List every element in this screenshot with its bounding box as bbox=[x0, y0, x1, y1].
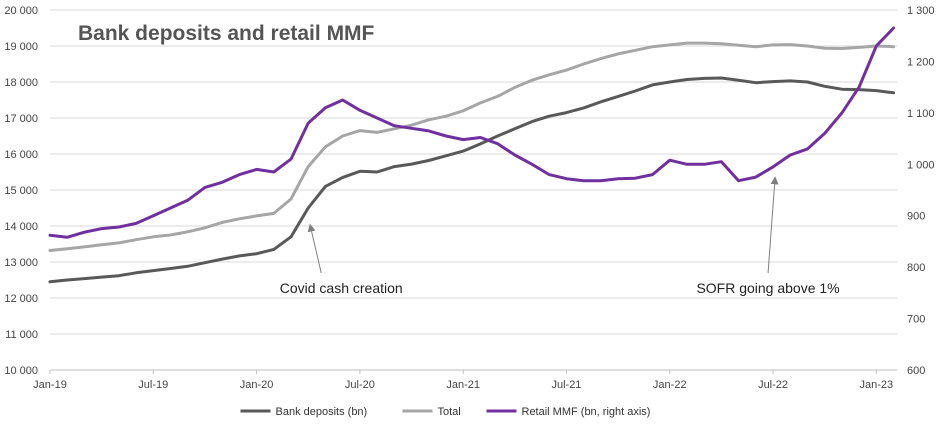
series-line-total bbox=[48, 41, 896, 252]
legend-label-bank-deposits-bn: Bank deposits (bn) bbox=[276, 406, 368, 418]
annotations: Covid cash creation SOFR going above 1% bbox=[280, 176, 840, 296]
y-left-tick-label: 19 000 bbox=[4, 41, 38, 53]
y-right-tick-label: 800 bbox=[907, 262, 925, 274]
y-left-tick-label: 20 000 bbox=[4, 5, 38, 17]
legend: Bank deposits (bn) Total Retail MMF (bn, r… bbox=[240, 406, 651, 418]
x-tick-label: Jul-19 bbox=[138, 379, 168, 391]
x-tick-label: Jul-21 bbox=[551, 379, 581, 391]
legend-label-retail-mmf-bn-right-axis: Retail MMF (bn, right axis) bbox=[522, 406, 651, 418]
y-left-tick-label: 10 000 bbox=[4, 365, 38, 377]
x-tick-label: Jul-20 bbox=[345, 379, 375, 391]
y-left-tick-label: 18 000 bbox=[4, 77, 38, 89]
annotation-arrow bbox=[767, 176, 779, 274]
y-right-tick-label: 700 bbox=[907, 314, 925, 326]
series-lines bbox=[48, 26, 896, 284]
series-line-retail-mmf-bn-right-axis bbox=[48, 26, 896, 239]
chart-title: Bank deposits and retail MMF bbox=[78, 22, 375, 45]
x-tick-label: Jan-20 bbox=[240, 379, 274, 391]
y-right-tick-label: 1 200 bbox=[907, 56, 935, 68]
y-left-tick-label: 16 000 bbox=[4, 149, 38, 161]
x-tick-label: Jan-23 bbox=[860, 379, 894, 391]
x-tick-label: Jul-22 bbox=[758, 379, 788, 391]
y-right-tick-label: 1 000 bbox=[907, 159, 935, 171]
y-left-tick-label: 13 000 bbox=[4, 257, 38, 269]
annotation-label: SOFR going above 1% bbox=[696, 280, 839, 296]
legend-label-total: Total bbox=[438, 406, 461, 418]
x-tick-label: Jan-21 bbox=[446, 379, 480, 391]
y-left-tick-label: 12 000 bbox=[4, 293, 38, 305]
y-right-tick-label: 1 100 bbox=[907, 108, 935, 120]
x-tick-label: Jan-22 bbox=[653, 379, 687, 391]
y-left-tick-label: 11 000 bbox=[5, 329, 38, 341]
y-left-tick-label: 14 000 bbox=[4, 221, 38, 233]
y-right-tick-label: 1 300 bbox=[907, 5, 935, 17]
gridlines bbox=[50, 9, 897, 371]
annotation-arrow bbox=[307, 223, 322, 274]
y-right-tick-label: 600 bbox=[907, 365, 925, 377]
series-line-bank-deposits-bn bbox=[48, 76, 896, 284]
y-left-tick-label: 17 000 bbox=[4, 113, 38, 125]
annotation-label: Covid cash creation bbox=[280, 280, 403, 296]
y-right-tick-label: 900 bbox=[907, 211, 925, 223]
axes: 10 000 11 000 12 000 13 000 14 000 15 000 16 0… bbox=[4, 5, 934, 391]
x-tick-label: Jan-19 bbox=[33, 379, 67, 391]
y-left-tick-label: 15 000 bbox=[4, 185, 38, 197]
